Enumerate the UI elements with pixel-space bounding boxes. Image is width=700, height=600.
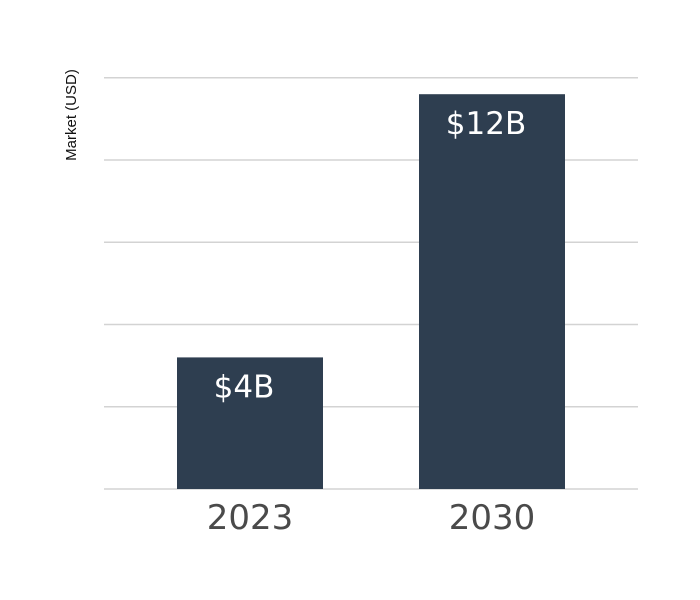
bars: $4B $12B: [177, 94, 565, 489]
bar-2030: [419, 94, 565, 489]
x-tick-label: 2030: [449, 498, 536, 538]
x-tick-labels: 2023 2030: [207, 498, 536, 538]
bar-2023: [177, 357, 323, 489]
x-tick-label: 2023: [207, 498, 294, 538]
y-axis-label: Market (USD): [63, 69, 80, 161]
bar-value-label: $12B: [446, 106, 526, 142]
bar-value-label: $4B: [214, 369, 275, 405]
